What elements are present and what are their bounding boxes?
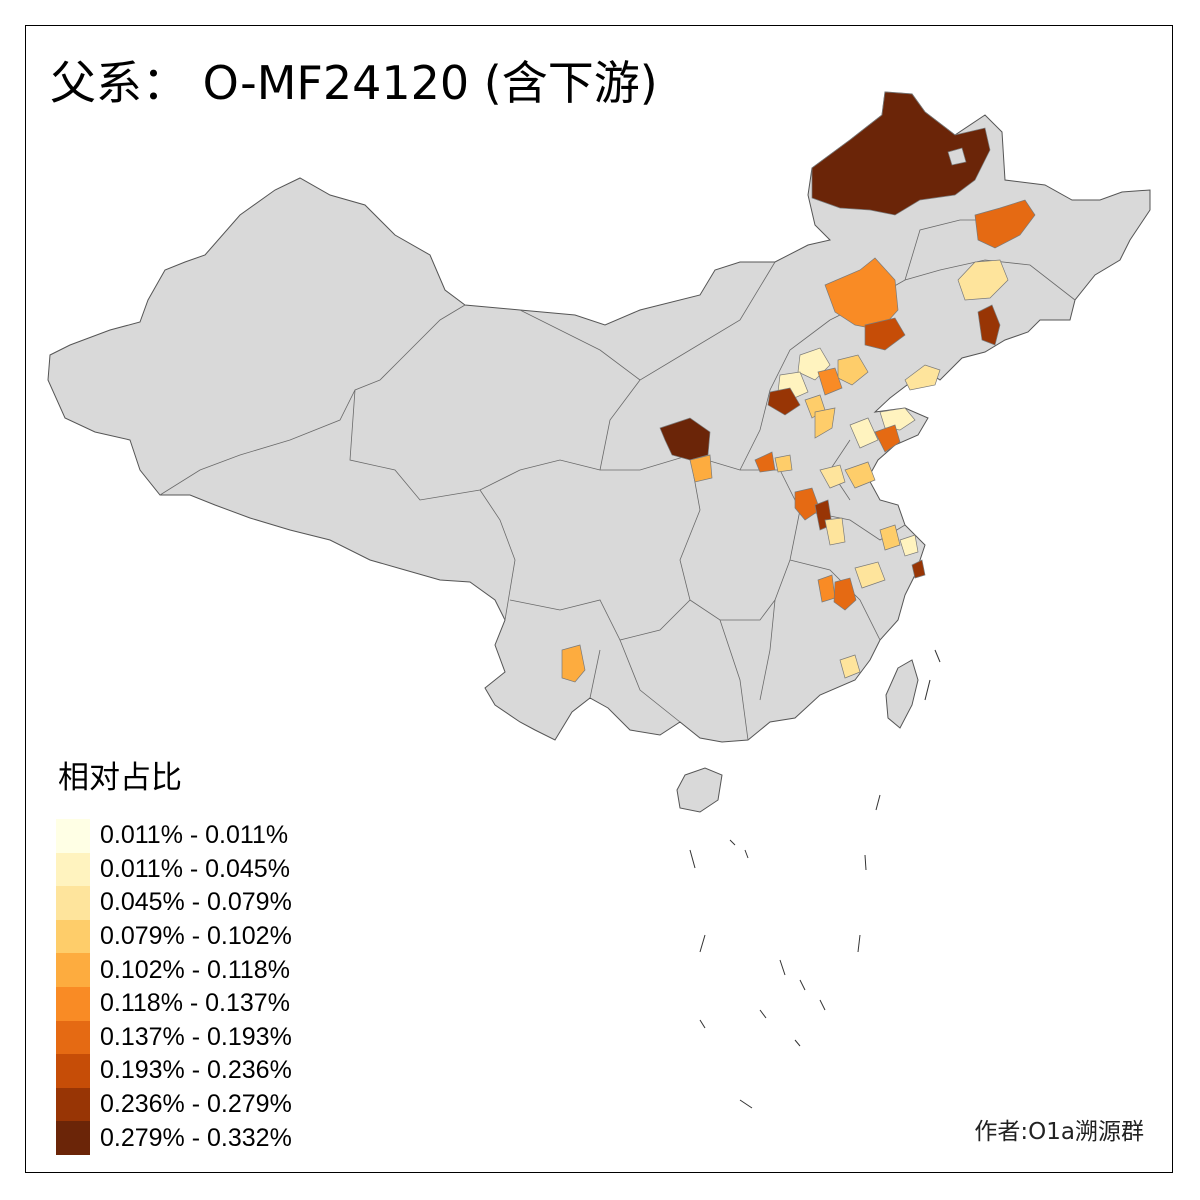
region-changsha: [833, 577, 857, 611]
legend-label: 0.193% - 0.236%: [100, 1056, 292, 1085]
legend-item: 0.236% - 0.279%: [56, 1087, 292, 1122]
region-xuzhou: [819, 464, 846, 489]
legend-item: 0.193% - 0.236%: [56, 1054, 292, 1088]
choropleth-regions: [561, 91, 1036, 683]
legend-item: 0.279% - 0.332%: [56, 1121, 292, 1155]
region-xiamen: [839, 654, 861, 679]
region-baoding: [817, 367, 843, 396]
legend-item: 0.118% - 0.137%: [56, 986, 292, 1021]
legend-item: 0.011% - 0.011%: [56, 819, 292, 853]
china-mainland: [47, 91, 1151, 743]
legend-item: 0.102% - 0.118%: [56, 953, 292, 987]
region-anqing: [824, 517, 846, 546]
legend-item: 0.137% - 0.193%: [56, 1020, 292, 1055]
region-qingdao: [874, 424, 901, 453]
legend-label: 0.045% - 0.079%: [100, 888, 292, 917]
legend-swatch: [56, 986, 90, 1021]
region-shanghai: [899, 534, 919, 557]
legend-swatch: [56, 1087, 90, 1122]
region-taiyuan: [767, 387, 801, 416]
legend-swatch: [56, 1054, 90, 1088]
region-xilingol: [824, 257, 899, 331]
legend-swatch: [56, 1121, 90, 1155]
region-liaoning-coast: [904, 364, 941, 391]
legend-label: 0.118% - 0.137%: [100, 989, 290, 1018]
legend-label: 0.137% - 0.193%: [100, 1022, 292, 1051]
region-songyuan: [957, 259, 1009, 301]
region-kunming: [561, 644, 586, 683]
region-lake-hole: [947, 147, 967, 166]
region-beijing: [837, 354, 869, 386]
legend-label: 0.011% - 0.011%: [100, 821, 289, 850]
region-chifeng: [864, 317, 906, 351]
legend-swatch: [56, 819, 90, 853]
region-jinan: [849, 417, 879, 449]
region-yanan: [689, 454, 713, 483]
legend-label: 0.079% - 0.102%: [100, 922, 292, 951]
legend-label: 0.011% - 0.045%: [100, 854, 290, 883]
region-shandong-east: [879, 407, 916, 431]
legend-swatch: [56, 886, 90, 920]
region-jiujiang: [854, 561, 886, 589]
legend-swatch: [56, 852, 90, 887]
region-nanjing: [879, 524, 901, 551]
legend-label: 0.279% - 0.332%: [100, 1123, 292, 1152]
legend-label: 0.102% - 0.118%: [100, 955, 290, 984]
legend-label: 0.236% - 0.279%: [100, 1090, 292, 1119]
legend-item: 0.011% - 0.045%: [56, 852, 292, 887]
taiwan-island: [885, 659, 919, 729]
region-qiqihar: [974, 199, 1036, 249]
region-zhengzhou: [774, 454, 793, 473]
region-luoyang: [754, 451, 776, 473]
legend-item: 0.045% - 0.079%: [56, 886, 292, 920]
legend-rows: 0.011% - 0.011% 0.011% - 0.045% 0.045% - 0…: [56, 819, 292, 1155]
legend-swatch: [56, 919, 90, 954]
south-china-sea-marks: [689, 649, 941, 1109]
region-linyi: [844, 461, 876, 489]
legend: 相对占比 0.011% - 0.011% 0.011% - 0.045% 0.045…: [56, 752, 292, 1155]
legend-title: 相对占比: [58, 760, 182, 796]
region-xinyang: [794, 487, 821, 521]
region-handan: [814, 407, 836, 439]
map-title: 父系： O-MF24120 (含下游): [50, 56, 658, 110]
hainan-island: [676, 767, 723, 813]
region-ningbo: [911, 559, 926, 579]
region-hulunbuir: [811, 91, 991, 216]
region-dalian-east: [977, 304, 1001, 346]
legend-swatch: [56, 1020, 90, 1055]
author-credit: 作者:O1a溯源群: [974, 1119, 1144, 1145]
legend-swatch: [56, 953, 90, 987]
province-borders: [159, 219, 1076, 741]
legend-item: 0.079% - 0.102%: [56, 919, 292, 954]
